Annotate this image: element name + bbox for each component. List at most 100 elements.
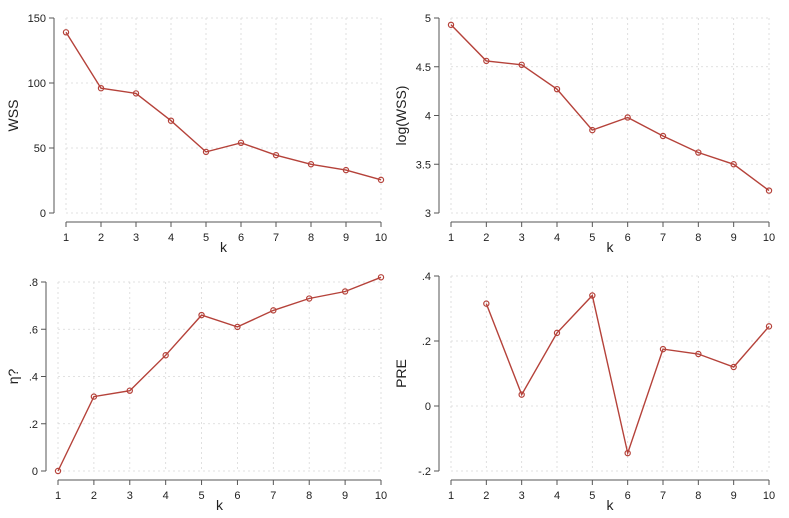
y-tick-label-3-3: .4 — [29, 372, 38, 384]
data-point-2-7 — [659, 132, 667, 140]
data-point-2-5 — [589, 126, 596, 134]
x-tick-label-4-2: 2 — [483, 490, 489, 502]
x-tick-label-2-9: 9 — [731, 232, 737, 244]
data-point-3-5 — [198, 311, 205, 319]
data-point-4-6 — [659, 345, 667, 353]
x-tick-label-1-2: 2 — [98, 232, 104, 244]
x-tick-label-2-7: 7 — [660, 232, 666, 244]
x-tick-label-4-3: 3 — [519, 490, 525, 502]
y-tick-label-4-1: -.2 — [418, 466, 431, 478]
data-point-1-9 — [342, 166, 350, 174]
y-tick-label-3-2: .2 — [29, 419, 38, 431]
data-point-3-2 — [90, 393, 98, 400]
data-point-4-2 — [518, 391, 525, 398]
y-tick-label-1-3: 100 — [28, 78, 46, 90]
data-point-3-7 — [270, 307, 277, 314]
x-tick-label-3-10: 10 — [375, 490, 387, 502]
x-tick-label-3-2: 2 — [91, 490, 97, 502]
x-tick-label-1-9: 9 — [343, 232, 349, 244]
x-tick-label-2-4: 4 — [554, 232, 560, 244]
x-tick-label-3-4: 4 — [163, 490, 169, 502]
chart-panel-3: 0 .2 .4 .6 .8 1 2 3 4 5 6 7 8 9 10 k η? — [5, 274, 387, 513]
data-point-2-8 — [695, 149, 702, 156]
data-point-4-3 — [553, 329, 561, 337]
x-tick-label-3-6: 6 — [234, 490, 240, 502]
x-tick-label-1-5: 5 — [203, 232, 209, 244]
x-tick-label-3-3: 3 — [127, 490, 133, 502]
y-axis-label-2: log(WSS) — [393, 86, 409, 146]
data-point-3-6 — [234, 323, 241, 331]
data-point-3-8 — [306, 295, 313, 302]
x-axis-label-3: k — [216, 497, 224, 513]
data-point-1-2 — [97, 84, 105, 92]
data-point-2-2 — [483, 57, 490, 65]
data-point-4-1 — [483, 300, 490, 307]
y-tick-label-2-1: 3 — [425, 208, 431, 220]
x-tick-label-3-5: 5 — [198, 490, 204, 502]
x-tick-label-2-10: 10 — [763, 232, 775, 244]
data-point-1-5 — [202, 148, 210, 156]
data-point-2-10 — [765, 187, 773, 194]
x-axis-label-4: k — [607, 497, 615, 513]
data-point-4-8 — [730, 363, 737, 371]
x-tick-label-1-6: 6 — [238, 232, 244, 244]
chart-panel-1: 0 50 100 150 1 2 3 4 5 6 7 8 9 10 k WSS — [5, 13, 387, 255]
x-tick-label-1-4: 4 — [168, 232, 174, 244]
y-tick-label-1-4: 150 — [28, 13, 46, 25]
series-line-4 — [485, 294, 770, 456]
y-tick-label-3-4: .6 — [29, 324, 38, 336]
y-tick-label-2-2: 3.5 — [416, 159, 431, 171]
y-axis-label-1: WSS — [5, 100, 21, 132]
x-tick-label-4-10: 10 — [763, 490, 775, 502]
data-point-1-8 — [307, 161, 315, 168]
data-point-3-3 — [126, 387, 133, 394]
data-point-1-10 — [377, 176, 385, 184]
data-point-2-9 — [730, 161, 737, 168]
y-tick-label-3-1: 0 — [32, 466, 38, 478]
y-tick-label-2-3: 4 — [425, 111, 431, 123]
x-tick-label-1-3: 3 — [133, 232, 139, 244]
data-point-3-9 — [341, 288, 349, 295]
data-point-1-7 — [272, 151, 280, 159]
y-axis-label-4: PRE — [393, 359, 409, 388]
data-point-2-3 — [518, 61, 525, 69]
data-point-1-4 — [167, 117, 175, 124]
y-tick-label-2-5: 5 — [425, 13, 431, 25]
data-point-4-4 — [589, 292, 596, 299]
data-point-1-6 — [237, 139, 245, 146]
data-point-2-1 — [447, 21, 455, 29]
x-tick-label-4-1: 1 — [448, 490, 454, 502]
x-tick-label-2-2: 2 — [483, 232, 489, 244]
x-tick-label-4-5: 5 — [589, 490, 595, 502]
data-point-2-6 — [624, 114, 631, 121]
x-tick-label-4-6: 6 — [625, 490, 631, 502]
series-line-1 — [65, 31, 382, 181]
data-point-2-4 — [553, 85, 561, 93]
series-line-2 — [450, 24, 770, 192]
data-point-3-4 — [162, 352, 169, 359]
x-tick-label-2-8: 8 — [695, 232, 701, 244]
x-tick-label-1-8: 8 — [308, 232, 314, 244]
y-tick-label-4-2: 0 — [425, 401, 431, 413]
x-tick-label-4-7: 7 — [660, 490, 666, 502]
chart-panel-2: 3 3.5 4 4.5 5 1 2 3 4 5 6 7 8 9 10 k log(WSS) — [393, 13, 775, 255]
chart-panel-4: -.2 0 .2 .4 1 2 3 4 5 6 7 8 9 10 k PRE — [393, 271, 775, 513]
data-point-3-1 — [54, 467, 62, 475]
x-tick-label-2-6: 6 — [625, 232, 631, 244]
x-tick-label-1-10: 10 — [375, 232, 387, 244]
x-tick-label-2-5: 5 — [589, 232, 595, 244]
y-axis-label-3: η? — [5, 369, 21, 385]
y-tick-label-3-5: .8 — [29, 277, 38, 289]
y-tick-label-4-3: .2 — [422, 336, 431, 348]
x-tick-label-3-8: 8 — [306, 490, 312, 502]
data-point-4-7 — [695, 350, 702, 358]
x-tick-label-3-7: 7 — [270, 490, 276, 502]
data-point-3-10 — [377, 274, 385, 281]
y-tick-label-1-2: 50 — [34, 143, 46, 155]
x-axis-label-2: k — [607, 239, 615, 255]
x-tick-label-3-1: 1 — [55, 490, 61, 502]
x-tick-label-2-3: 3 — [519, 232, 525, 244]
y-tick-label-4-4: .4 — [422, 271, 431, 283]
x-tick-label-1-1: 1 — [63, 232, 69, 244]
